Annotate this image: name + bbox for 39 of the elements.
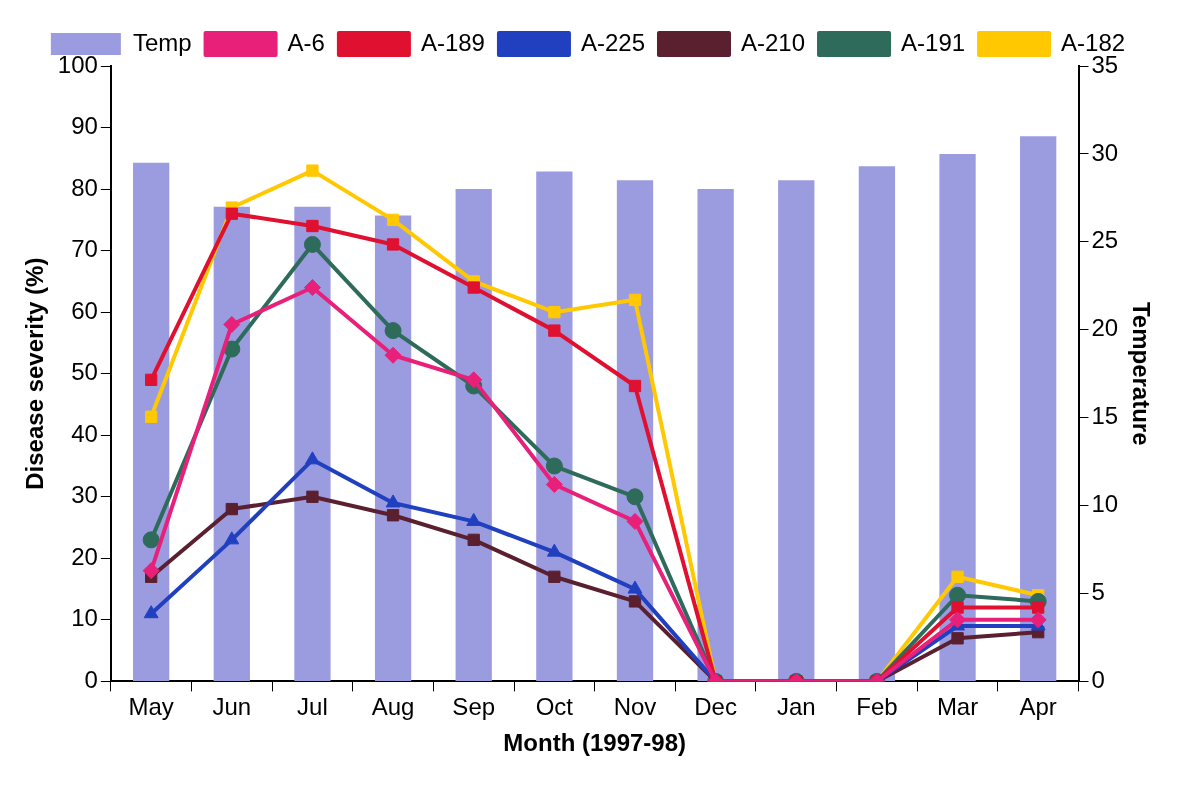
y2-tick-label: 10 bbox=[1091, 490, 1119, 518]
y2-tick-label: 20 bbox=[1091, 314, 1119, 342]
legend-label: A-210 bbox=[741, 28, 806, 56]
legend-label: A-191 bbox=[901, 28, 966, 56]
y-tick-label: 0 bbox=[84, 666, 98, 694]
x-tick-label: Aug bbox=[371, 693, 415, 721]
legend-label: A-6 bbox=[287, 28, 325, 56]
legend-label: A-225 bbox=[580, 28, 645, 56]
y2-tick-label: 25 bbox=[1091, 226, 1119, 254]
x-tick-label: Feb bbox=[856, 693, 898, 721]
x-tick-label: Dec bbox=[694, 693, 737, 721]
y2-tick-label: 0 bbox=[1091, 666, 1105, 694]
legend-label: Temp bbox=[132, 28, 192, 56]
y-tick-label: 70 bbox=[71, 235, 98, 263]
x-tick-label: Apr bbox=[1019, 693, 1057, 721]
y-tick-label: 50 bbox=[71, 358, 98, 386]
x-tick-label: Jul bbox=[297, 693, 328, 721]
legend-label: A-189 bbox=[420, 28, 485, 56]
x-tick-label: Jun bbox=[212, 693, 252, 721]
y2-tick-label: 30 bbox=[1091, 138, 1119, 166]
x-tick-label: Sep bbox=[452, 693, 496, 721]
y2-tick-label: 5 bbox=[1091, 578, 1105, 606]
y-tick-label: 40 bbox=[71, 419, 98, 447]
y-axis-title: Disease severity (%) bbox=[21, 257, 49, 490]
y2-axis-title: Temperature bbox=[1127, 301, 1155, 446]
x-tick-label: May bbox=[128, 693, 174, 721]
y-tick-label: 30 bbox=[71, 481, 98, 509]
y-tick-label: 10 bbox=[71, 604, 98, 632]
y-tick-label: 90 bbox=[71, 112, 98, 140]
x-tick-label: Mar bbox=[936, 693, 979, 721]
x-axis-title: Month (1997-98) bbox=[503, 729, 687, 757]
x-tick-label: Nov bbox=[613, 693, 657, 721]
y2-tick-label: 15 bbox=[1091, 402, 1119, 430]
y-tick-label: 60 bbox=[71, 296, 98, 324]
y-tick-label: 100 bbox=[57, 50, 98, 78]
x-tick-label: Oct bbox=[535, 693, 574, 721]
y-tick-label: 80 bbox=[71, 173, 98, 201]
y-tick-label: 20 bbox=[71, 542, 98, 570]
x-tick-label: Jan bbox=[776, 693, 816, 721]
